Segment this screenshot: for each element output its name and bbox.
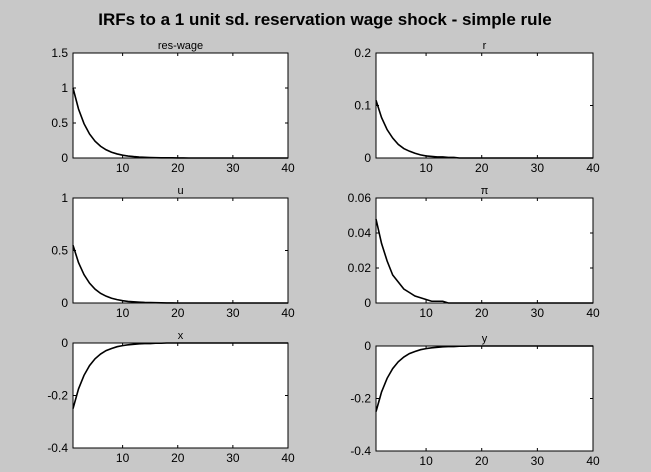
panel-5-ytick-label: -0.2: [47, 389, 68, 403]
panel-4-ytick-label: 0: [364, 296, 371, 310]
panel-5-ytick-label: 0: [61, 336, 68, 350]
panel-1-axes-background: [73, 53, 288, 158]
panel-4-axes-background: [376, 198, 593, 303]
panel-3-ytick-label: 0.5: [51, 244, 68, 258]
panel-2-ytick-label: 0.1: [354, 99, 371, 113]
panel-6-ytick-label: -0.2: [350, 392, 371, 406]
panel-6-axes-background: [376, 346, 593, 451]
panel-5-xtick-label: 10: [116, 451, 130, 465]
panel-2-xtick-label: 10: [419, 161, 433, 175]
panel-6-ytick-label: 0: [364, 339, 371, 353]
panel-5-xtick-label: 20: [171, 451, 185, 465]
panel-2-xtick-label: 20: [475, 161, 489, 175]
panel-1-xtick-label: 40: [281, 161, 295, 175]
panel-2-ytick-label: 0.2: [354, 46, 371, 60]
panel-5-xtick-label: 30: [226, 451, 240, 465]
panel-2-xtick-label: 40: [586, 161, 600, 175]
panel-5-axes-background: [73, 343, 288, 448]
panel-1: res-wage 10 20 30 40 0 0.5 1 1.5: [51, 40, 295, 175]
panel-6-xtick-label: 30: [531, 454, 545, 468]
panel-4-ytick-label: 0.06: [348, 191, 372, 205]
panel-2: r 10 20 30 40 0 0.1 0.2: [354, 40, 600, 175]
panel-6-title: y: [482, 333, 488, 345]
panel-3-xtick-label: 30: [226, 306, 240, 320]
figure-title: IRFs to a 1 unit sd. reservation wage sh…: [98, 10, 551, 29]
panel-5: x 10 20 30 40 -0.4 -0.2 0: [47, 330, 295, 465]
panel-4-xtick-label: 40: [586, 306, 600, 320]
panel-3: u 10 20 30 40 0 0.5 1: [51, 185, 295, 320]
panel-3-xtick-label: 10: [116, 306, 130, 320]
panel-5-xtick-label: 40: [281, 451, 295, 465]
panel-5-ytick-label: -0.4: [47, 441, 68, 455]
panel-4: π 10 20 30 40 0 0.02 0.04 0.06: [348, 185, 600, 320]
panel-3-title: u: [177, 185, 183, 197]
panel-2-axes-background: [376, 53, 593, 158]
panel-6-ytick-label: -0.4: [350, 444, 371, 458]
panel-4-title: π: [481, 185, 489, 197]
panel-1-axes-frame: [72, 52, 289, 159]
panel-1-xtick-label: 20: [171, 161, 185, 175]
panel-4-xtick-label: 30: [531, 306, 545, 320]
panel-1-ytick-label: 1.5: [51, 46, 68, 60]
panel-2-ytick-label: 0: [364, 151, 371, 165]
panel-4-ytick-label: 0.04: [348, 226, 372, 240]
panel-6-xtick-label: 10: [419, 454, 433, 468]
panel-4-xtick-label: 20: [475, 306, 489, 320]
panel-3-axes-background: [73, 198, 288, 303]
panel-5-title: x: [178, 330, 184, 342]
panel-1-xtick-label: 30: [226, 161, 240, 175]
panel-3-xtick-label: 20: [171, 306, 185, 320]
panel-1-ytick-label: 1: [61, 81, 68, 95]
panel-2-xtick-label: 30: [531, 161, 545, 175]
panel-3-ytick-label: 0: [61, 296, 68, 310]
panel-3-xtick-label: 40: [281, 306, 295, 320]
panel-1-ytick-label: 0: [61, 151, 68, 165]
panel-4-xtick-label: 10: [419, 306, 433, 320]
panel-1-ytick-label: 0.5: [51, 116, 68, 130]
panel-4-axes-frame: [375, 197, 594, 304]
panel-1-title: res-wage: [158, 40, 203, 52]
panel-1-xtick-label: 10: [116, 161, 130, 175]
panel-6-xtick-label: 20: [475, 454, 489, 468]
panel-4-ytick-label: 0.02: [348, 261, 372, 275]
panel-6: y 10 20 30 40 -0.4 -0.2 0: [350, 333, 600, 468]
panel-2-title: r: [483, 40, 487, 52]
panel-3-ytick-label: 1: [61, 191, 68, 205]
panel-6-xtick-label: 40: [586, 454, 600, 468]
